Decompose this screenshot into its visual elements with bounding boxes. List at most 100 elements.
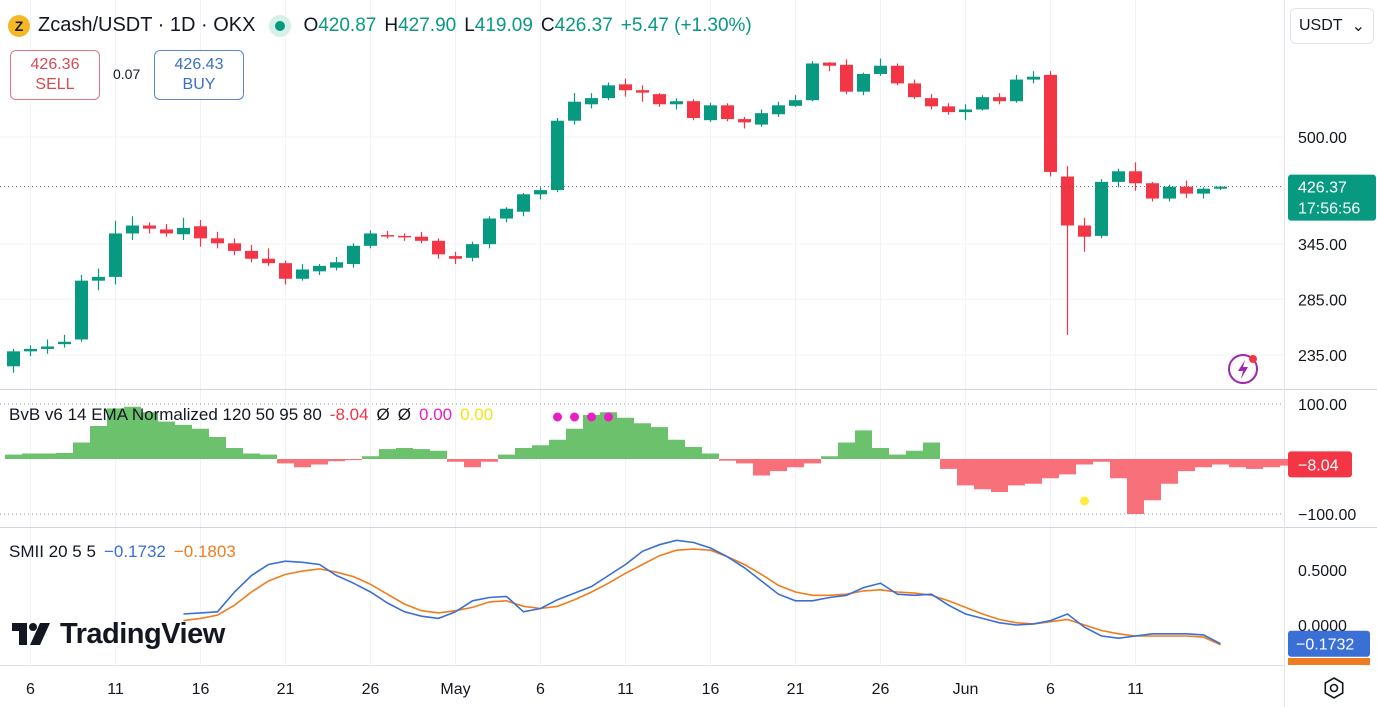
smi-signal-badge bbox=[1288, 658, 1370, 665]
osc-badge-value: −8.04 bbox=[1298, 457, 1339, 474]
candle-body bbox=[24, 348, 37, 352]
price-tick-label: 500.00 bbox=[1298, 130, 1347, 147]
osc-bar bbox=[1212, 459, 1229, 465]
osc-bar bbox=[141, 412, 158, 459]
osc-bar bbox=[107, 408, 124, 459]
candle-body bbox=[908, 83, 921, 98]
time-tick-label: 11 bbox=[107, 681, 124, 698]
time-tick-label: Jun bbox=[953, 681, 979, 698]
time-tick-label: 16 bbox=[702, 681, 720, 698]
chevron-down-icon: ⌄ bbox=[1351, 18, 1365, 35]
tradingview-logo[interactable]: TradingView bbox=[12, 618, 225, 651]
osc-bar bbox=[821, 456, 838, 459]
osc-bar bbox=[702, 453, 719, 459]
candle-body bbox=[755, 113, 768, 125]
osc-bar bbox=[22, 453, 39, 459]
buy-label: BUY bbox=[182, 76, 216, 93]
candle-body bbox=[568, 101, 581, 121]
bolt-icon[interactable] bbox=[1227, 353, 1259, 385]
osc-bar bbox=[770, 459, 787, 472]
change-value: +5.47 (+1.30%) bbox=[620, 14, 752, 36]
osc-bar bbox=[787, 459, 804, 468]
osc-bar bbox=[685, 446, 702, 459]
osc-bar bbox=[5, 454, 22, 459]
osc-bar bbox=[209, 437, 226, 459]
osc-bar bbox=[260, 454, 277, 459]
smi-signal-line bbox=[183, 548, 1221, 646]
osc-bar bbox=[481, 459, 498, 462]
settings-icon[interactable] bbox=[1321, 675, 1347, 701]
osc-bar bbox=[668, 439, 685, 459]
open-label: O bbox=[303, 14, 319, 36]
candle-body bbox=[1095, 181, 1108, 236]
quote-currency-value: USDT bbox=[1299, 17, 1343, 34]
osc-bar bbox=[1195, 459, 1212, 468]
price-tick-label: 345.00 bbox=[1298, 237, 1347, 254]
osc-bar bbox=[124, 406, 141, 459]
candle-body bbox=[959, 109, 972, 113]
price-tick-label: 285.00 bbox=[1298, 292, 1347, 309]
osc-tick-label: 100.00 bbox=[1298, 397, 1347, 414]
candle-body bbox=[534, 190, 547, 195]
market-status-icon[interactable] bbox=[269, 14, 292, 37]
candle-body bbox=[925, 98, 938, 107]
low-value: 419.09 bbox=[474, 14, 533, 36]
osc-bar bbox=[1093, 459, 1110, 462]
osc-bar bbox=[617, 417, 634, 459]
osc-bar bbox=[889, 454, 906, 459]
smi-badge-value: −0.1732 bbox=[1296, 637, 1354, 654]
buy-price: 426.43 bbox=[174, 56, 224, 73]
candle-body bbox=[602, 85, 615, 99]
candle-body bbox=[296, 269, 309, 279]
candle-body bbox=[517, 194, 530, 212]
price-badge-countdown: 17:56:56 bbox=[1298, 201, 1360, 218]
osc-magenta-dot bbox=[553, 412, 562, 422]
oscillator-value-3: 0.00 bbox=[460, 405, 494, 424]
candle-body bbox=[92, 276, 105, 281]
smi-legend[interactable]: SMII 20 5 5 −0.1732 −0.1803 bbox=[9, 542, 244, 562]
price-tick-label: 235.00 bbox=[1298, 348, 1347, 365]
time-tick-label: 26 bbox=[872, 681, 890, 698]
candle-body bbox=[7, 351, 20, 367]
time-tick-label: 21 bbox=[787, 681, 805, 698]
osc-bar bbox=[1042, 459, 1059, 479]
osc-bar bbox=[158, 421, 175, 459]
osc-bar bbox=[1178, 459, 1195, 472]
candle-body bbox=[109, 233, 122, 277]
osc-bar bbox=[277, 459, 294, 464]
oscillator-title: BvB v6 14 EMA Normalized 120 50 95 80 bbox=[9, 405, 322, 424]
candle-body bbox=[228, 243, 241, 251]
osc-bar bbox=[39, 453, 56, 459]
osc-bar bbox=[464, 459, 481, 468]
osc-bar bbox=[838, 442, 855, 459]
osc-bar bbox=[396, 448, 413, 459]
candle-body bbox=[993, 97, 1006, 102]
candle-body bbox=[704, 105, 717, 121]
osc-bar bbox=[73, 442, 90, 459]
time-tick-label: 21 bbox=[277, 681, 295, 698]
symbol-title[interactable]: Zcash/USDT · 1D · OKX bbox=[38, 14, 256, 36]
candle-body bbox=[432, 240, 445, 255]
buy-button[interactable]: 426.43 BUY bbox=[154, 50, 244, 100]
osc-bar bbox=[1008, 459, 1025, 486]
osc-bar bbox=[379, 449, 396, 459]
high-value: 427.90 bbox=[398, 14, 457, 36]
osc-bar bbox=[498, 454, 515, 459]
time-tick-label: 6 bbox=[1046, 681, 1055, 698]
time-tick-label: 6 bbox=[26, 681, 35, 698]
candle-body bbox=[500, 208, 513, 219]
sell-button[interactable]: 426.36 SELL bbox=[10, 50, 100, 100]
candle-body bbox=[211, 238, 224, 244]
osc-bar bbox=[855, 430, 872, 459]
osc-bar bbox=[515, 448, 532, 459]
osc-bar bbox=[430, 450, 447, 459]
oscillator-legend[interactable]: BvB v6 14 EMA Normalized 120 50 95 80 -8… bbox=[9, 405, 501, 425]
osc-bar bbox=[362, 456, 379, 459]
quote-currency-select[interactable]: USDT ⌄ bbox=[1290, 8, 1374, 44]
osc-bar bbox=[328, 459, 345, 462]
osc-bar bbox=[1144, 459, 1161, 501]
candle-body bbox=[806, 63, 819, 101]
osc-bar bbox=[192, 428, 209, 459]
low-label: L bbox=[464, 14, 475, 36]
